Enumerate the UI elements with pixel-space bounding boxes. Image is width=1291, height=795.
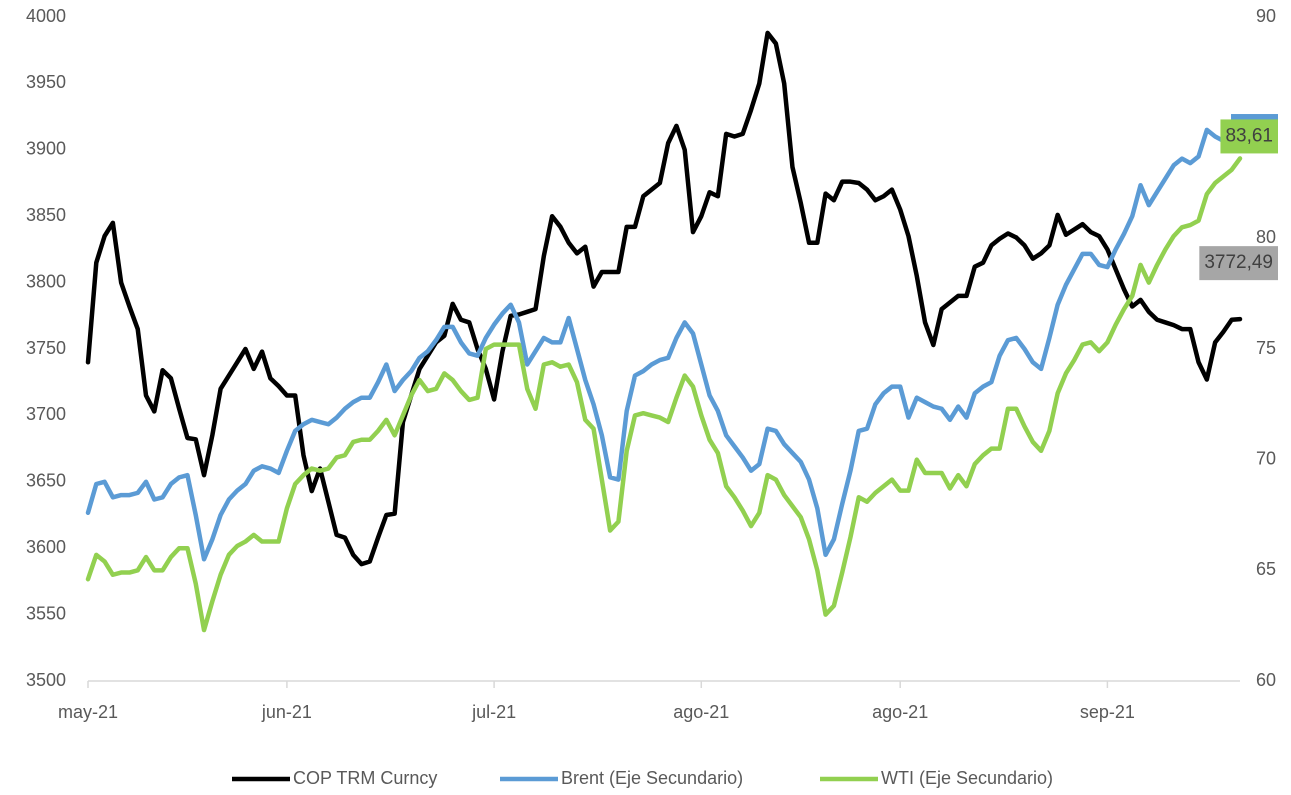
y2-tick-label: 60 xyxy=(1256,670,1276,690)
y-tick-label: 3900 xyxy=(26,139,66,159)
y-tick-label: 3800 xyxy=(26,271,66,291)
x-tick-label: sep-21 xyxy=(1080,702,1135,722)
x-tick-label: jul-21 xyxy=(471,702,516,722)
y-tick-label: 3750 xyxy=(26,338,66,358)
value-label: 3772,49 xyxy=(1199,246,1278,281)
value-label-text: 3772,49 xyxy=(1204,252,1273,273)
value-label-box xyxy=(1199,246,1278,281)
legend-label: COP TRM Curncy xyxy=(293,768,437,788)
series-line xyxy=(85,156,1243,633)
x-tick-label: ago-21 xyxy=(872,702,928,722)
y-tick-label: 3650 xyxy=(26,471,66,491)
y2-tick-label: 90 xyxy=(1256,6,1276,26)
y-tick-label: 3600 xyxy=(26,537,66,557)
y-tick-label: 3500 xyxy=(26,670,66,690)
legend-label: Brent (Eje Secundario) xyxy=(561,768,743,788)
x-tick-label: ago-21 xyxy=(673,702,729,722)
legend-label: WTI (Eje Secundario) xyxy=(881,768,1053,788)
y2-tick-label: 75 xyxy=(1256,338,1276,358)
y-tick-label: 4000 xyxy=(26,6,66,26)
series-line xyxy=(85,118,1243,562)
y2-tick-label: 80 xyxy=(1256,227,1276,247)
y2-tick-label: 70 xyxy=(1256,448,1276,468)
y-tick-label: 3950 xyxy=(26,72,66,92)
value-label-box xyxy=(1220,119,1278,154)
y-tick-label: 3850 xyxy=(26,205,66,225)
value-label-text: 83,61 xyxy=(1225,125,1273,146)
value-label: 83,61 xyxy=(1220,119,1278,154)
x-tick-label: may-21 xyxy=(58,702,118,722)
x-tick-label: jun-21 xyxy=(261,702,312,722)
y2-tick-label: 65 xyxy=(1256,559,1276,579)
y-tick-label: 3700 xyxy=(26,404,66,424)
series-line xyxy=(85,30,1243,567)
y-tick-label: 3550 xyxy=(26,603,66,623)
